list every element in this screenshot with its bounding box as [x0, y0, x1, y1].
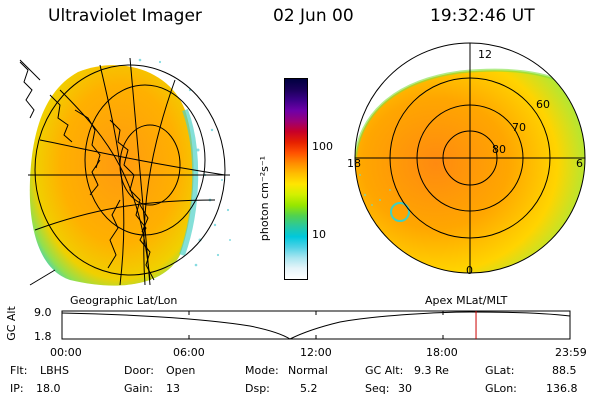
dsp-value: 5.2 — [300, 382, 318, 395]
mlt-label-6: 6 — [576, 157, 583, 170]
observation-date: 02 Jun 00 — [273, 6, 354, 26]
altitude-curve — [61, 311, 571, 340]
timeline-xtick-0600: 06:00 — [173, 346, 205, 359]
instrument-title: Ultraviolet Imager — [48, 6, 202, 26]
colorbar-gradient — [285, 79, 307, 279]
polar-grid — [354, 42, 586, 274]
mode-value: Normal — [288, 364, 328, 377]
mlat-label-80: 80 — [492, 143, 506, 156]
mode-label: Mode: — [245, 364, 279, 377]
colorbar-tick-10: 10 — [312, 228, 326, 241]
polar-noise-dots — [359, 174, 391, 206]
gcalt-value: 9.3 Re — [414, 364, 449, 377]
gain-value: 13 — [166, 382, 180, 395]
mlat-label-60: 60 — [536, 98, 550, 111]
mlt-label-12: 12 — [478, 48, 492, 61]
polar-panel-label: Apex MLat/MLT — [425, 294, 508, 307]
glon-value: 136.8 — [546, 382, 578, 395]
timeline-xtick-1800: 18:00 — [426, 346, 458, 359]
door-value: Open — [166, 364, 196, 377]
seq-value: 30 — [398, 382, 412, 395]
timeline-xtick-2359: 23:59 — [555, 346, 587, 359]
geo-panel-label: Geographic Lat/Lon — [70, 294, 178, 307]
timeline-ytick-top: 9.0 — [34, 306, 52, 319]
mlat-label-70: 70 — [512, 121, 526, 134]
gcalt-label: GC Alt: — [365, 364, 404, 377]
observation-time: 19:32:46 UT — [430, 6, 535, 26]
seq-label: Seq: — [365, 382, 390, 395]
timeline-ytick-bottom: 1.8 — [34, 330, 52, 343]
colorbar-tick-100: 100 — [312, 140, 333, 153]
glat-value: 88.5 — [552, 364, 577, 377]
mlt-label-0: 0 — [466, 264, 473, 277]
timeline-xtick-0000: 00:00 — [50, 346, 82, 359]
dsp-label: Dsp: — [245, 382, 270, 395]
ip-value: 18.0 — [36, 382, 61, 395]
ip-label: IP: — [10, 382, 24, 395]
glon-label: GLon: — [485, 382, 517, 395]
colorbar — [284, 78, 308, 280]
gain-label: Gain: — [124, 382, 153, 395]
mlt-label-18: 18 — [347, 157, 361, 170]
flt-value: LBHS — [40, 364, 69, 377]
glat-label: GLat: — [485, 364, 515, 377]
geo-coastlines — [19, 61, 155, 281]
polar-emission-region — [355, 70, 585, 273]
flt-label: Flt: — [10, 364, 28, 377]
timeline-xtick-1200: 12:00 — [300, 346, 332, 359]
door-label: Door: — [124, 364, 154, 377]
